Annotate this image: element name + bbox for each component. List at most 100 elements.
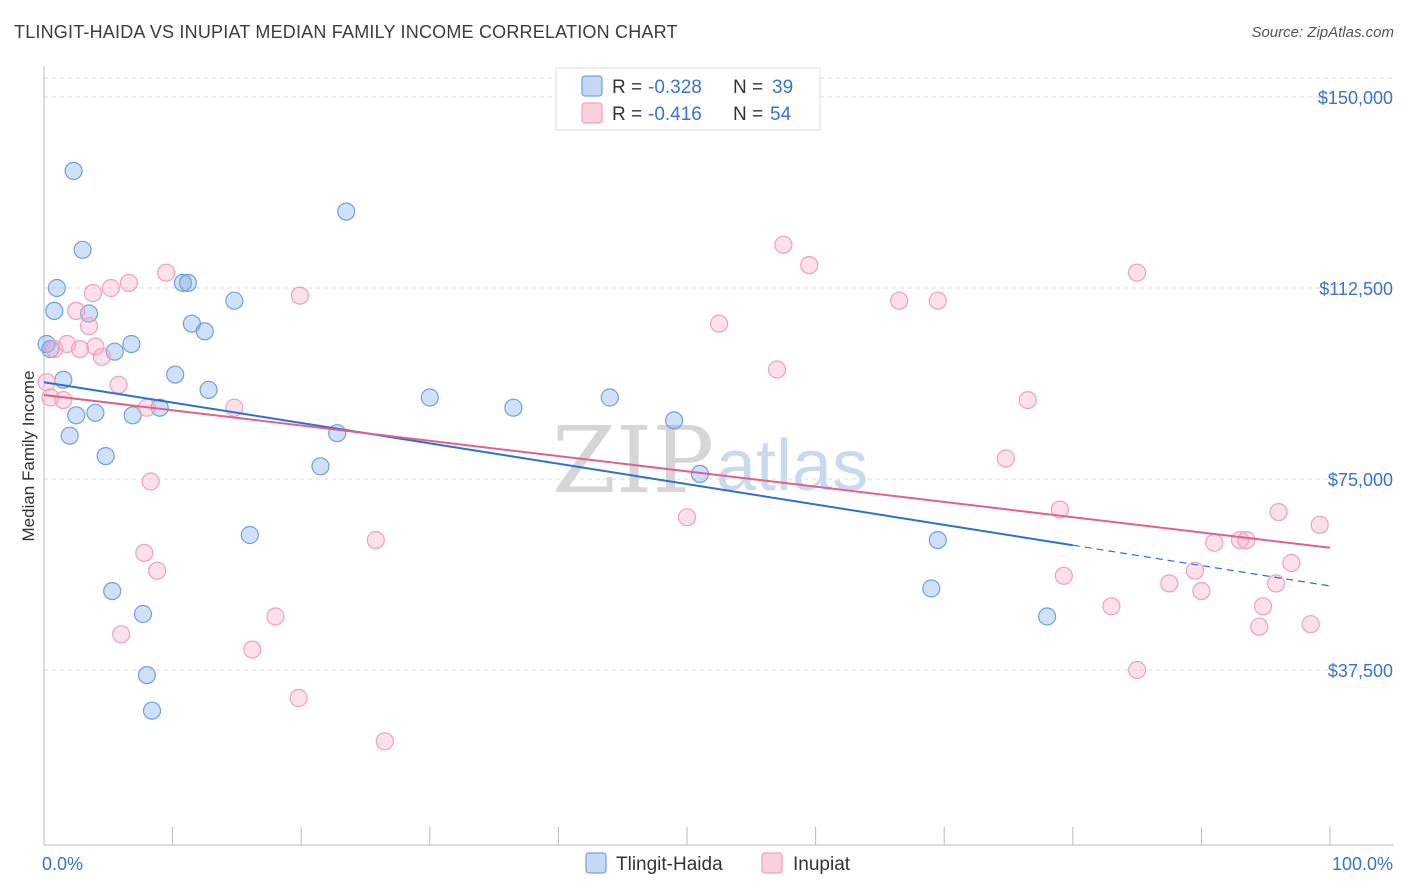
tlingit-point-4 [60, 426, 79, 445]
inupiat-point-53 [1310, 515, 1329, 534]
bottom-legend-label-inupiat: Inupiat [793, 854, 851, 875]
watermark-zip: ZIP [552, 407, 714, 514]
inupiat-point-10 [92, 347, 112, 366]
legend-swatch-inupiat [581, 102, 603, 124]
inupiat-point-43 [1192, 581, 1211, 601]
y-tick-label-2: $112,500 [1319, 279, 1393, 299]
tlingit-point-25 [225, 291, 244, 310]
trendline-inupiat [43, 393, 1331, 549]
inupiat-point-44 [1205, 533, 1224, 552]
x-tick-label-1: 100.0% [1332, 854, 1393, 874]
bottom-legend: Tlingit-Haida Inupiat [585, 852, 851, 875]
inupiat-point-11 [101, 278, 121, 298]
inupiat-point-24 [290, 286, 309, 305]
tlingit-point-14 [123, 406, 142, 425]
inupiat-point-36 [1050, 500, 1070, 519]
inupiat-point-5 [67, 301, 86, 320]
inupiat-point-49 [1266, 574, 1286, 593]
watermark: ZIP atlas [552, 407, 868, 514]
tlingit-point-27 [311, 457, 330, 476]
inupiat-point-46 [1237, 530, 1256, 550]
gridlines [44, 77, 1394, 671]
inupiat-point-41 [1160, 574, 1179, 593]
inupiat-point-31 [800, 256, 819, 275]
legend-n-value-2: 54 [770, 104, 792, 125]
bottom-legend-label-tlingit: Tlingit-Haida [616, 854, 723, 875]
inupiat-point-13 [112, 625, 131, 644]
series-tlingit-haida-points [37, 161, 1057, 720]
tlingit-point-30 [420, 388, 439, 407]
tlingit-point-32 [600, 388, 619, 407]
inupiat-point-34 [996, 449, 1016, 468]
inupiat-point-18 [148, 561, 167, 580]
trendline-tlingit-haida-extrapolated [1072, 544, 1331, 587]
inupiat-point-30 [774, 235, 793, 254]
inupiat-point-40 [1127, 263, 1147, 282]
bottom-legend-swatch-tlingit [585, 852, 607, 874]
trendlines [43, 381, 1331, 587]
tlingit-point-17 [142, 701, 162, 720]
tlingit-point-2 [47, 278, 67, 298]
legend-n-value-1: 39 [772, 77, 793, 98]
x-tick-label-0: 0.0% [42, 854, 83, 874]
inupiat-point-25 [366, 530, 385, 550]
inupiat-point-9 [86, 337, 105, 356]
axes [43, 66, 1394, 846]
inupiat-point-27 [677, 508, 697, 527]
y-tick-labels: $37,500 $75,000 $112,500 $150,000 [1318, 88, 1393, 681]
inupiat-point-3 [54, 391, 73, 410]
legend-n-label-1: N = [733, 77, 763, 98]
inupiat-point-12 [109, 375, 128, 394]
tlingit-point-9 [86, 403, 105, 422]
y-tick-label-3: $150,000 [1318, 88, 1393, 108]
inupiat-point-48 [1253, 597, 1273, 616]
tlingit-point-35 [922, 579, 941, 598]
inupiat-point-7 [79, 317, 99, 336]
inupiat-point-28 [709, 314, 729, 333]
inupiat-point-21 [243, 640, 262, 659]
inupiat-point-15 [135, 543, 154, 563]
inupiat-point-8 [83, 284, 103, 303]
legend-r-value-2: -0.416 [648, 104, 702, 125]
inupiat-point-17 [141, 472, 160, 491]
tlingit-point-33 [664, 411, 684, 430]
bottom-legend-swatch-inupiat [761, 852, 783, 874]
tlingit-point-15 [133, 604, 153, 624]
legend-n-label-2: N = [733, 104, 763, 125]
tlingit-point-29 [337, 202, 356, 221]
inupiat-point-26 [375, 732, 394, 751]
tlingit-point-10 [96, 447, 115, 466]
inupiat-point-50 [1269, 502, 1288, 522]
inupiat-point-14 [119, 273, 138, 292]
inupiat-point-37 [1054, 566, 1073, 585]
tlingit-point-11 [103, 581, 122, 601]
tlingit-point-6 [67, 406, 86, 425]
tlingit-point-31 [504, 398, 523, 417]
inupiat-point-35 [1018, 391, 1037, 410]
inupiat-point-51 [1282, 553, 1301, 573]
tlingit-point-23 [195, 322, 214, 341]
top-legend: R = -0.328 N = 39 R = -0.416 N = 54 [555, 67, 821, 131]
legend-r-label-1: R = [612, 77, 642, 98]
y-tick-label-0: $37,500 [1328, 661, 1393, 681]
x-tick-labels: 0.0% 100.0% [42, 854, 1393, 874]
tlingit-point-1 [45, 301, 64, 320]
inupiat-point-47 [1250, 617, 1269, 636]
inupiat-point-39 [1127, 660, 1147, 680]
tlingit-point-26 [240, 525, 259, 545]
inupiat-point-42 [1185, 561, 1205, 580]
tlingit-point-16 [137, 665, 156, 685]
inupiat-point-23 [289, 688, 308, 708]
tlingit-point-24 [199, 380, 218, 399]
inupiat-point-32 [890, 291, 909, 310]
tlingit-point-38 [41, 340, 60, 359]
chart-title: TLINGIT-HAIDA VS INUPIAT MEDIAN FAMILY I… [14, 22, 678, 42]
tlingit-point-21 [178, 273, 198, 292]
watermark-atlas: atlas [716, 426, 868, 506]
tlingit-point-37 [1037, 607, 1057, 626]
legend-swatch-tlingit [581, 75, 603, 97]
inupiat-point-33 [928, 291, 947, 310]
tlingit-point-19 [166, 365, 185, 384]
inupiat-point-52 [1301, 615, 1320, 634]
tlingit-point-7 [73, 240, 92, 259]
